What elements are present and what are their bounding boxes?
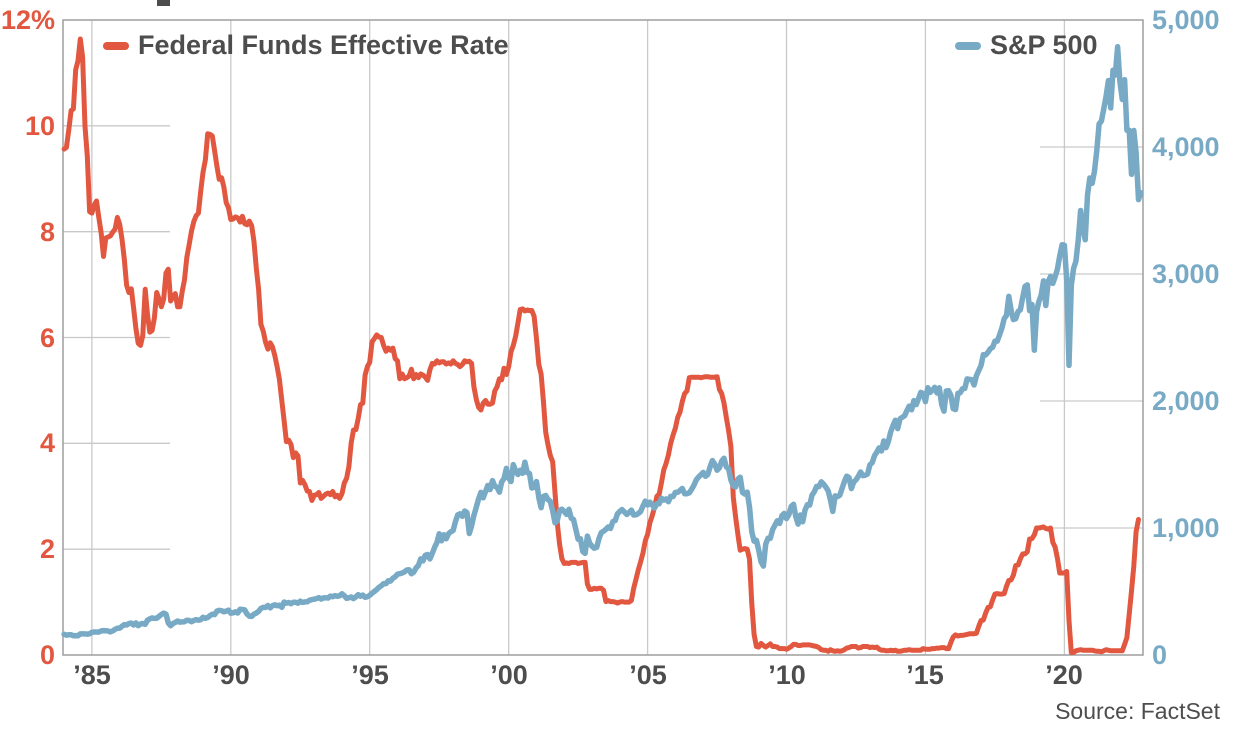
series-line-federal-funds-effective-rate (61, 36, 1141, 655)
x-axis-tick-label: ’90 (212, 660, 250, 690)
legend-item-sp500: S&P 500 (955, 30, 1098, 61)
x-axis-tick-label: ’20 (1045, 660, 1083, 690)
y-left-tick-label: 4 (39, 428, 55, 458)
series-line-s-p-500 (61, 43, 1144, 639)
y-left-tick-label: 6 (39, 323, 55, 353)
x-axis-tick-label: ’95 (351, 660, 389, 690)
x-axis-tick-label: ’00 (490, 660, 528, 690)
legend-label-sp500: S&P 500 (990, 30, 1098, 60)
x-axis-tick-label: ’85 (73, 660, 111, 690)
x-axis-tick-label: ’15 (906, 660, 944, 690)
y-right-tick-label: 1,000 (1152, 513, 1220, 543)
y-left-tick-label: 0 (39, 640, 55, 670)
plot-border (62, 19, 1144, 656)
y-left-tick-label: 12% (0, 5, 55, 35)
x-axis-tick-label: ’10 (768, 660, 806, 690)
y-left-tick-label: 2 (39, 534, 55, 564)
legend-label-federal-funds: Federal Funds Effective Rate (138, 30, 509, 60)
y-right-tick-label: 3,000 (1152, 259, 1220, 289)
y-right-tick-label: 4,000 (1152, 132, 1220, 162)
legend-dash-red-icon (103, 41, 129, 50)
y-right-tick-label: 2,000 (1152, 386, 1220, 416)
legend-item-federal-funds: Federal Funds Effective Rate (103, 30, 509, 61)
y-right-tick-label: 5,000 (1152, 5, 1220, 35)
x-axis-tick-label: ’05 (629, 660, 667, 690)
y-left-tick-label: 10 (24, 111, 55, 141)
y-right-tick-label: 0 (1152, 640, 1168, 670)
source-note: Source: FactSet (1055, 698, 1220, 724)
cropped-title-fragment (157, 0, 170, 6)
y-left-tick-label: 8 (39, 217, 55, 247)
legend-dash-blue-icon (955, 41, 981, 50)
